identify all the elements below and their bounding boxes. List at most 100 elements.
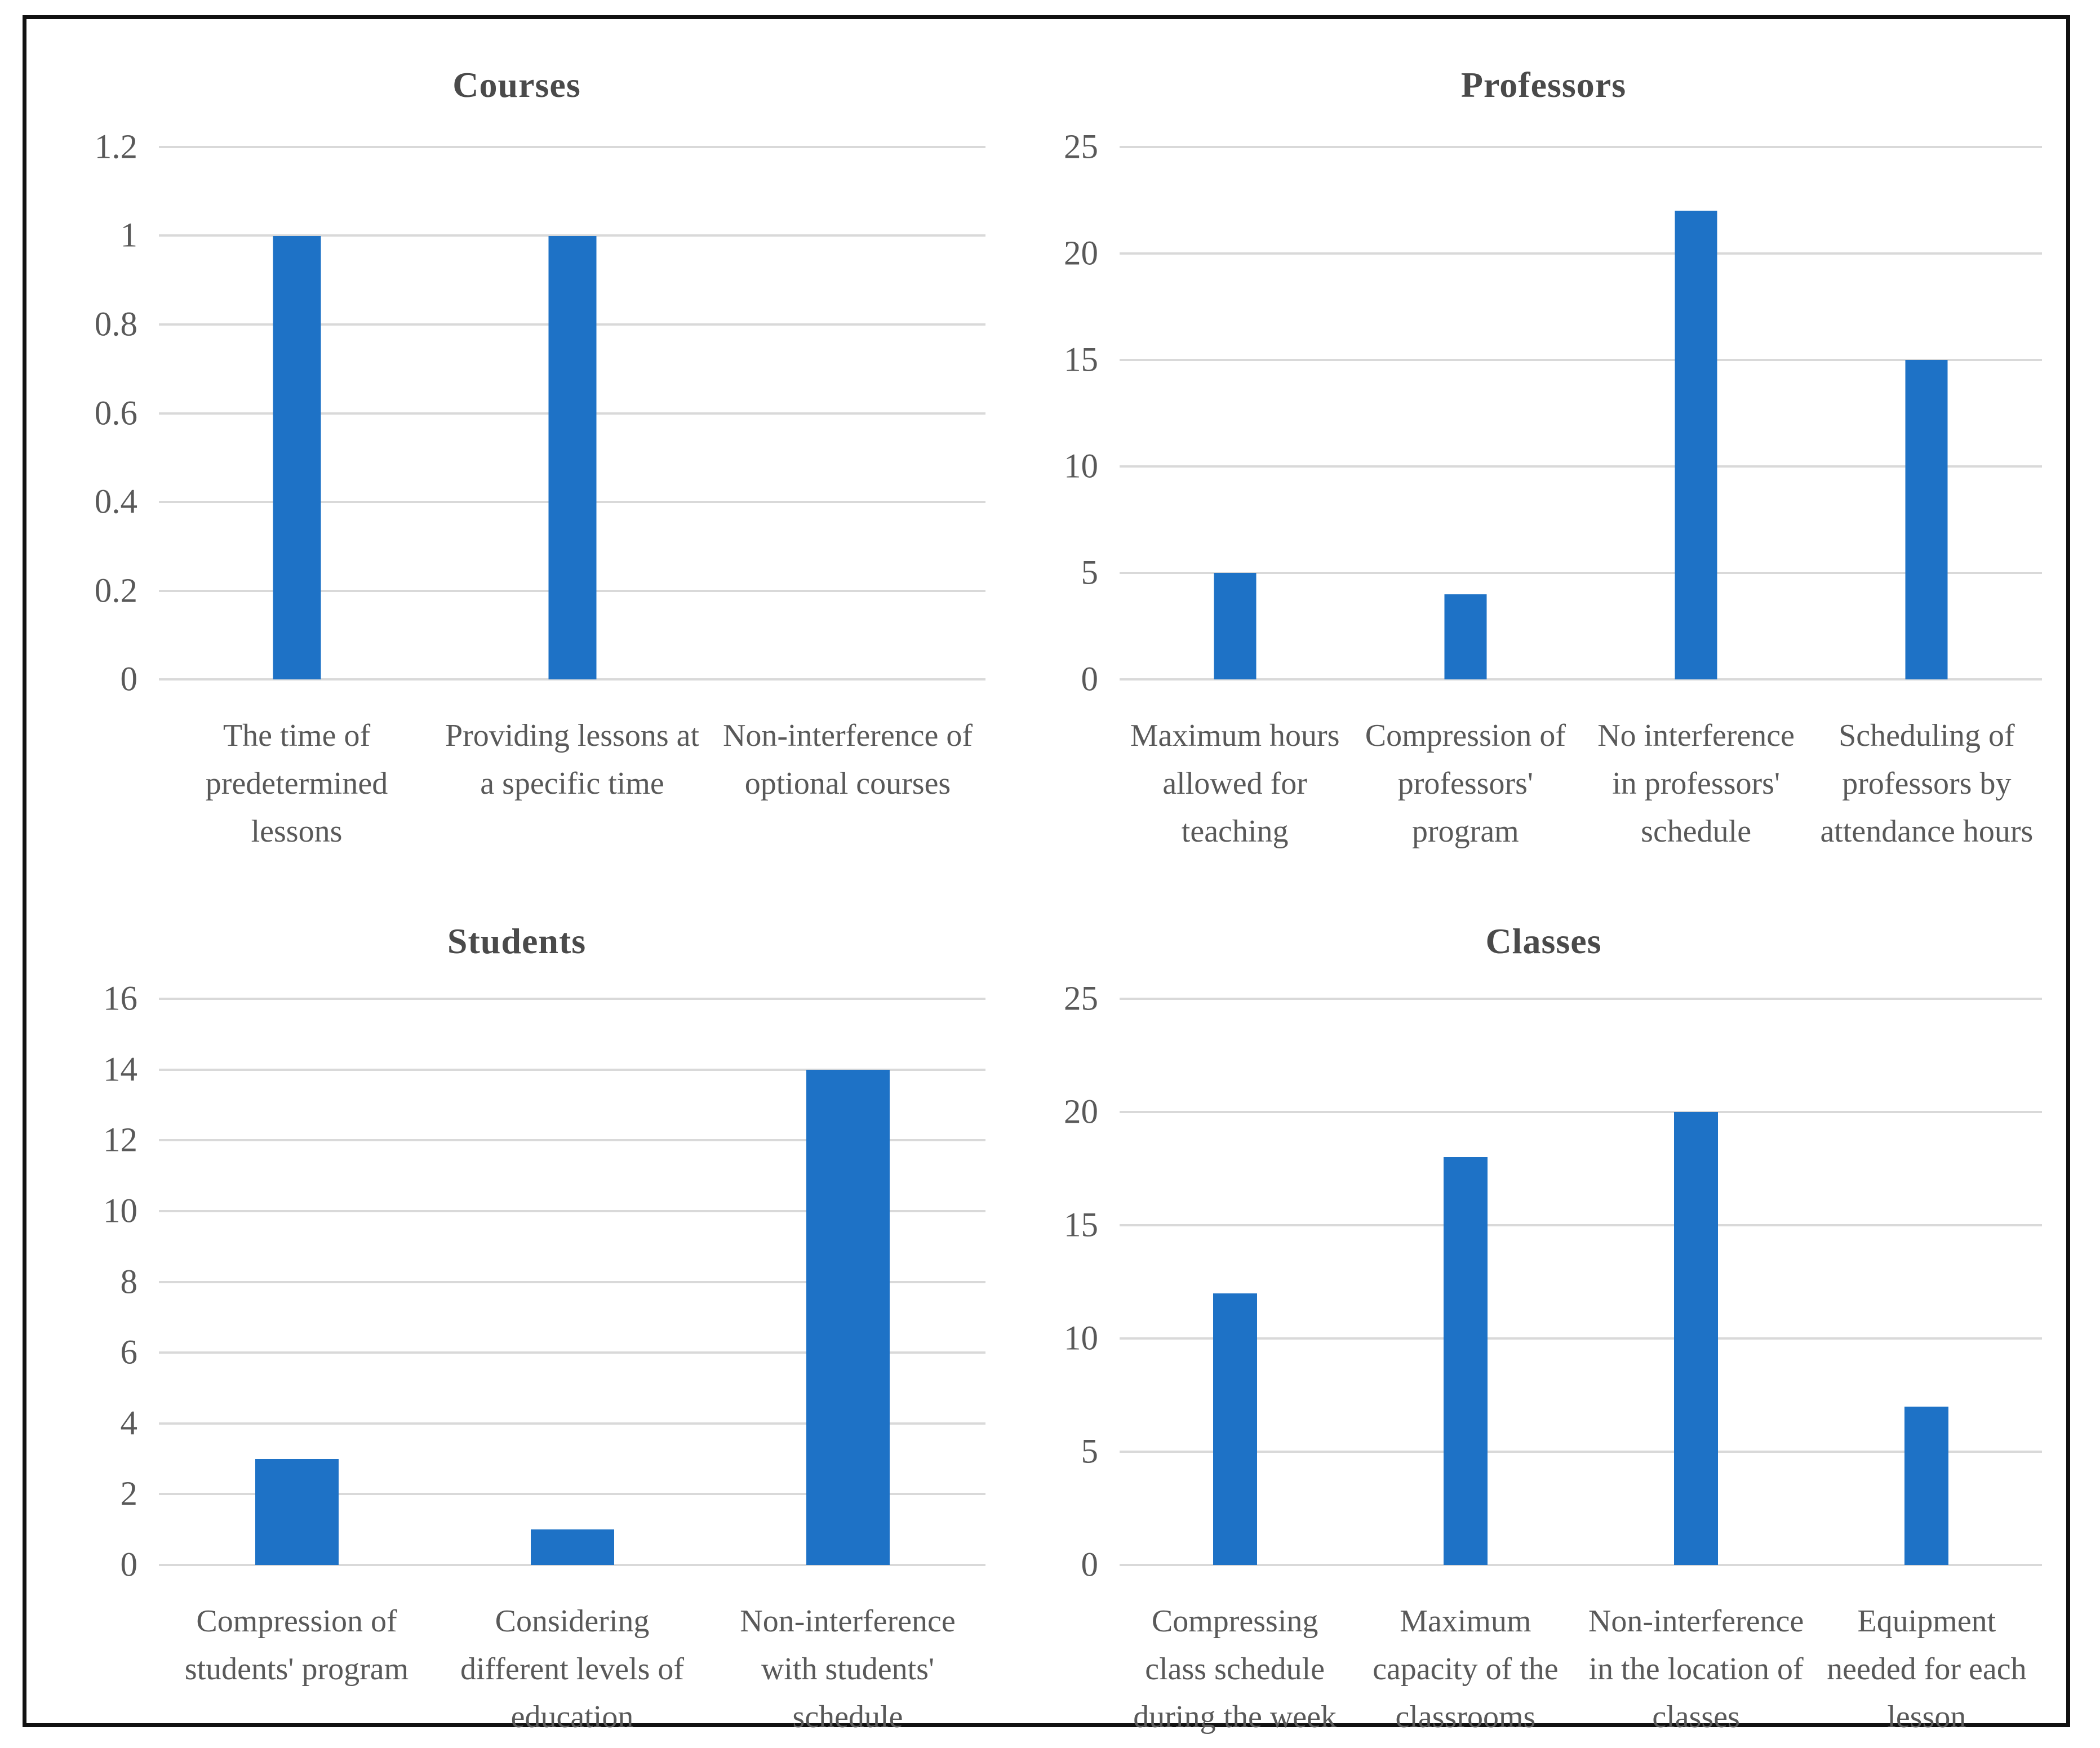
bar-the-time-of-predetermined-lessons (273, 235, 321, 679)
gridline (1120, 1111, 2042, 1113)
gridline (159, 1280, 985, 1283)
x-axis: Compressing class schedule during the we… (1120, 1598, 2042, 1741)
x-axis-category-label: Equipment needed for each lesson (1827, 1604, 2027, 1735)
bar-compression-of-professors-program (1444, 594, 1487, 679)
bar-maximum-hours-allowed-for-teaching (1214, 573, 1257, 679)
chart-body: 0 2 4 6 8 10 12 14 16 Compression of students' pr… (38, 982, 996, 1741)
chart-body: 0 5 10 15 20 25 Compressing class schedule dur… (1035, 982, 2052, 1741)
bar-providing-lessons-at-a-specific-time (548, 235, 596, 679)
gridline (159, 1209, 985, 1212)
x-axis-category-label: Non-interference in the location of clas… (1588, 1604, 1804, 1735)
gridline (159, 1351, 985, 1354)
y-axis-tick-label: 0.2 (94, 572, 137, 610)
x-axis: Compression of students' program Consider… (159, 1598, 985, 1741)
y-axis-tick-label: 0 (120, 1546, 138, 1584)
x-axis-category-label: Considering different levels of educatio… (460, 1604, 685, 1735)
y-axis: 0 0.2 0.4 0.6 0.8 1 1.2 (38, 130, 159, 697)
bar-non-interference-in-the-location-of-classes (1674, 1112, 1719, 1565)
y-axis-tick-label: 1.2 (94, 128, 137, 166)
plot-area (159, 998, 985, 1566)
plot-area (1120, 146, 2042, 680)
bar-equipment-needed-for-each-lesson (1904, 1406, 1949, 1565)
bar-maximum-capacity-of-the-classrooms (1443, 1157, 1488, 1565)
x-axis-line (159, 1564, 985, 1566)
y-axis-tick-label: 25 (1064, 980, 1098, 1018)
plot-column: Maximum hours allowed for teaching Compre… (1120, 146, 2052, 856)
figure-border-frame: Courses 0 0.2 0.4 0.6 0.8 1 1.2 The time of pre… (23, 15, 2070, 1734)
gridline (1120, 359, 2042, 361)
gridline (159, 234, 985, 237)
chart-title: Professors (1460, 65, 1627, 105)
x-axis-category-label: Scheduling of professors by attendance h… (1820, 718, 2034, 849)
bar-considering-different-levels-of-education (530, 1529, 614, 1565)
gridline (159, 1068, 985, 1071)
y-axis-tick-label: 4 (120, 1404, 138, 1443)
gridline (1120, 465, 2042, 468)
x-axis-category-label: No interference in professors' schedule (1597, 718, 1795, 849)
y-axis-tick-label: 8 (120, 1263, 138, 1301)
bar-compression-of-students-program (255, 1458, 339, 1565)
y-axis-tick-label: 0.8 (94, 305, 137, 344)
gridline (1120, 998, 2042, 1000)
chart-title: Classes (1485, 921, 1602, 961)
x-axis-line (159, 678, 985, 680)
gridline (159, 146, 985, 148)
x-axis-category-label: Compression of professors' program (1365, 718, 1566, 849)
x-axis-category-label: The time of predetermined lessons (205, 718, 388, 849)
y-axis-tick-label: 2 (120, 1475, 138, 1513)
gridline (159, 1493, 985, 1496)
y-axis-tick-label: 12 (103, 1121, 137, 1159)
y-axis-tick-label: 10 (103, 1192, 137, 1230)
y-axis-tick-label: 15 (1064, 1206, 1098, 1244)
y-axis-tick-label: 10 (1064, 1319, 1098, 1358)
bar-scheduling-of-professors-by-attendance-hours (1905, 360, 1948, 679)
y-axis-tick-label: 15 (1064, 341, 1098, 379)
bar-no-interference-in-professors-schedule (1675, 211, 1717, 679)
y-axis: 0 5 10 15 20 25 (1035, 982, 1120, 1582)
y-axis-tick-label: 16 (103, 980, 137, 1018)
plot-column: Compressing class schedule during the we… (1120, 998, 2052, 1741)
plot-column: The time of predetermined lessons Providi… (159, 146, 996, 856)
y-axis: 0 2 4 6 8 10 12 14 16 (38, 982, 159, 1582)
bar-compressing-class-schedule-during-the-week (1213, 1293, 1257, 1565)
x-axis: Maximum hours allowed for teaching Compre… (1120, 712, 2042, 856)
chart-professors: Professors 0 5 10 15 20 25 Maximum hours allow… (1035, 28, 2052, 856)
y-axis-tick-label: 0 (120, 660, 138, 699)
gridline (159, 998, 985, 1000)
y-axis-tick-label: 1 (120, 216, 138, 255)
y-axis-tick-label: 10 (1064, 447, 1098, 486)
y-axis-tick-label: 6 (120, 1333, 138, 1372)
chart-body: 0 5 10 15 20 25 Maximum hours allowed for teac… (1035, 130, 2052, 856)
chart-title: Courses (452, 65, 581, 105)
gridline (1120, 1224, 2042, 1226)
y-axis-tick-label: 20 (1064, 234, 1098, 273)
y-axis: 0 5 10 15 20 25 (1035, 130, 1120, 697)
gridline (159, 1422, 985, 1425)
y-axis-tick-label: 0 (1081, 1546, 1099, 1584)
gridline (1120, 1451, 2042, 1453)
chart-classes: Classes 0 5 10 15 20 25 Compressing class sche… (1035, 867, 2052, 1741)
y-axis-tick-label: 0 (1081, 660, 1099, 699)
x-axis-line (1120, 678, 2042, 680)
chart-title: Students (447, 921, 587, 961)
plot-area (159, 146, 985, 680)
x-axis: The time of predetermined lessons Providi… (159, 712, 985, 856)
x-axis-category-label: Maximum hours allowed for teaching (1130, 718, 1340, 849)
chart-body: 0 0.2 0.4 0.6 0.8 1 1.2 The time of predetermin… (38, 130, 996, 856)
y-axis-tick-label: 5 (1081, 554, 1099, 592)
chart-students: Students 0 2 4 6 8 10 12 14 16 Compression of stu… (38, 867, 996, 1741)
y-axis-tick-label: 20 (1064, 1093, 1098, 1131)
y-axis-tick-label: 14 (103, 1051, 137, 1089)
x-axis-category-label: Maximum capacity of the classrooms (1373, 1604, 1559, 1735)
gridline (1120, 1337, 2042, 1340)
y-axis-tick-label: 5 (1081, 1433, 1099, 1471)
x-axis-line (1120, 1564, 2042, 1566)
x-axis-category-label: Compression of students' program (184, 1604, 409, 1687)
gridline (1120, 146, 2042, 148)
x-axis-category-label: Non-interference of optional courses (722, 718, 973, 802)
plot-column: Compression of students' program Consider… (159, 998, 996, 1741)
gridline (1120, 252, 2042, 255)
gridline (159, 1139, 985, 1142)
y-axis-tick-label: 0.4 (94, 483, 137, 521)
